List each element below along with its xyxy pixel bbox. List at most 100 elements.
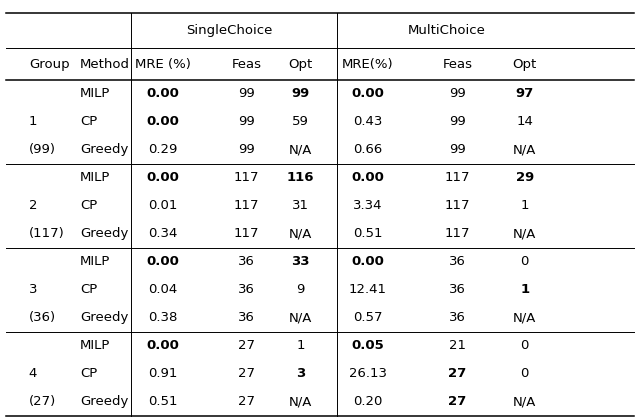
- Text: N/A: N/A: [513, 227, 536, 240]
- Text: 0.00: 0.00: [147, 255, 180, 268]
- Text: 1: 1: [520, 200, 529, 212]
- Text: MILP: MILP: [80, 171, 110, 184]
- Text: MILP: MILP: [80, 255, 110, 268]
- Text: 33: 33: [292, 255, 310, 268]
- Text: 0.00: 0.00: [351, 87, 385, 100]
- Text: 99: 99: [238, 116, 255, 128]
- Text: 117: 117: [445, 171, 470, 184]
- Text: 0: 0: [520, 368, 529, 380]
- Text: (117): (117): [29, 227, 65, 240]
- Text: 27: 27: [449, 368, 467, 380]
- Text: CP: CP: [80, 284, 97, 296]
- Text: 1: 1: [29, 116, 37, 128]
- Text: 27: 27: [238, 395, 255, 408]
- Text: 0.00: 0.00: [147, 116, 180, 128]
- Text: 59: 59: [292, 116, 309, 128]
- Text: 99: 99: [449, 87, 466, 100]
- Text: 26.13: 26.13: [349, 368, 387, 380]
- Text: 99: 99: [238, 143, 255, 156]
- Text: 0.00: 0.00: [351, 171, 385, 184]
- Text: 97: 97: [516, 87, 534, 100]
- Text: (27): (27): [29, 395, 56, 408]
- Text: SingleChoice: SingleChoice: [186, 24, 272, 37]
- Text: 117: 117: [234, 200, 259, 212]
- Text: 0: 0: [520, 255, 529, 268]
- Text: Greedy: Greedy: [80, 311, 129, 324]
- Text: 0.51: 0.51: [148, 395, 178, 408]
- Text: 0.43: 0.43: [353, 116, 383, 128]
- Text: (36): (36): [29, 311, 56, 324]
- Text: 99: 99: [292, 87, 310, 100]
- Text: 31: 31: [292, 200, 309, 212]
- Text: Feas: Feas: [443, 58, 472, 71]
- Text: 0.00: 0.00: [147, 87, 180, 100]
- Text: N/A: N/A: [289, 227, 312, 240]
- Text: 0.38: 0.38: [148, 311, 178, 324]
- Text: 117: 117: [445, 200, 470, 212]
- Text: 12.41: 12.41: [349, 284, 387, 296]
- Text: 0.05: 0.05: [351, 339, 385, 352]
- Text: 1: 1: [520, 284, 529, 296]
- Text: 0.00: 0.00: [351, 255, 385, 268]
- Text: 116: 116: [287, 171, 314, 184]
- Text: Group: Group: [29, 58, 69, 71]
- Text: 2: 2: [29, 200, 37, 212]
- Text: 99: 99: [238, 87, 255, 100]
- Text: 0.57: 0.57: [353, 311, 383, 324]
- Text: 27: 27: [449, 395, 467, 408]
- Text: 0.29: 0.29: [148, 143, 178, 156]
- Text: 117: 117: [445, 227, 470, 240]
- Text: 0.34: 0.34: [148, 227, 178, 240]
- Text: N/A: N/A: [289, 395, 312, 408]
- Text: 36: 36: [238, 311, 255, 324]
- Text: 0.20: 0.20: [353, 395, 383, 408]
- Text: 0.51: 0.51: [353, 227, 383, 240]
- Text: 0.00: 0.00: [147, 339, 180, 352]
- Text: Opt: Opt: [289, 58, 313, 71]
- Text: CP: CP: [80, 200, 97, 212]
- Text: 99: 99: [449, 116, 466, 128]
- Text: Method: Method: [80, 58, 130, 71]
- Text: 4: 4: [29, 368, 37, 380]
- Text: 14: 14: [516, 116, 533, 128]
- Text: 9: 9: [296, 284, 305, 296]
- Text: 1: 1: [296, 339, 305, 352]
- Text: 0.04: 0.04: [148, 284, 178, 296]
- Text: 0.91: 0.91: [148, 368, 178, 380]
- Text: Greedy: Greedy: [80, 227, 129, 240]
- Text: 27: 27: [238, 339, 255, 352]
- Text: CP: CP: [80, 116, 97, 128]
- Text: MILP: MILP: [80, 339, 110, 352]
- Text: Greedy: Greedy: [80, 395, 129, 408]
- Text: 3.34: 3.34: [353, 200, 383, 212]
- Text: Opt: Opt: [513, 58, 537, 71]
- Text: 3: 3: [296, 368, 305, 380]
- Text: 117: 117: [234, 227, 259, 240]
- Text: N/A: N/A: [513, 395, 536, 408]
- Text: MultiChoice: MultiChoice: [408, 24, 486, 37]
- Text: CP: CP: [80, 368, 97, 380]
- Text: (99): (99): [29, 143, 56, 156]
- Text: 21: 21: [449, 339, 466, 352]
- Text: N/A: N/A: [289, 143, 312, 156]
- Text: N/A: N/A: [289, 311, 312, 324]
- Text: 0.66: 0.66: [353, 143, 383, 156]
- Text: MRE(%): MRE(%): [342, 58, 394, 71]
- Text: Greedy: Greedy: [80, 143, 129, 156]
- Text: 36: 36: [449, 255, 466, 268]
- Text: 29: 29: [516, 171, 534, 184]
- Text: MILP: MILP: [80, 87, 110, 100]
- Text: 0.00: 0.00: [147, 171, 180, 184]
- Text: 99: 99: [449, 143, 466, 156]
- Text: 36: 36: [238, 255, 255, 268]
- Text: N/A: N/A: [513, 143, 536, 156]
- Text: 0: 0: [520, 339, 529, 352]
- Text: 36: 36: [449, 311, 466, 324]
- Text: 36: 36: [449, 284, 466, 296]
- Text: Feas: Feas: [232, 58, 261, 71]
- Text: 3: 3: [29, 284, 37, 296]
- Text: MRE (%): MRE (%): [135, 58, 191, 71]
- Text: 0.01: 0.01: [148, 200, 178, 212]
- Text: 117: 117: [234, 171, 259, 184]
- Text: 36: 36: [238, 284, 255, 296]
